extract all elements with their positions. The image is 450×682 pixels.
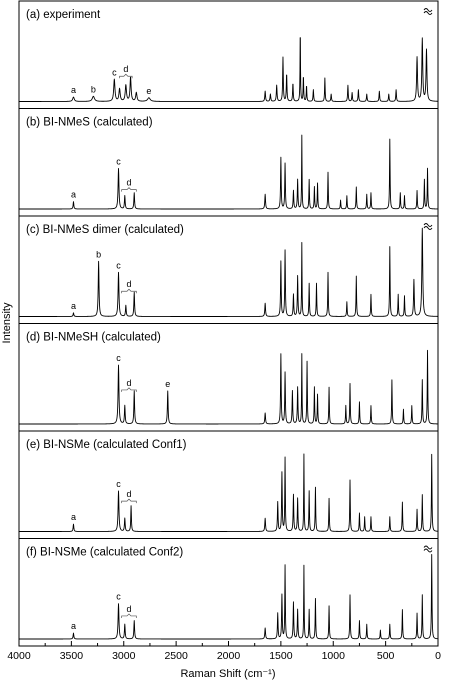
- x-tick-label: 1500: [269, 650, 293, 662]
- x-tick-label: 2500: [164, 650, 188, 662]
- peak-brace: [121, 387, 137, 392]
- peak-label: e: [146, 86, 151, 96]
- axis-break-mark: [423, 545, 433, 550]
- peak-label: a: [71, 85, 76, 95]
- axis-break-mark: [423, 8, 433, 12]
- peak-brace: [121, 498, 137, 504]
- peak-brace: [121, 613, 137, 618]
- peak-label: a: [71, 190, 76, 200]
- x-tick-label: 0: [435, 650, 441, 662]
- panel-title: (e) BI-NSMe (calculated Conf1): [26, 439, 187, 451]
- spectrum-panel: (a) experiment a b c d e: [18, 8, 439, 102]
- axis-break-mark: [423, 226, 433, 230]
- spectrum-panel: (c) BI-NMeS dimer (calculated) a b cd: [18, 215, 439, 317]
- peak-label: d: [123, 64, 128, 74]
- peak-label: d: [126, 604, 131, 614]
- peak-brace: [121, 288, 137, 294]
- x-tick-label: 500: [377, 650, 395, 662]
- spectrum-line: [18, 37, 439, 102]
- x-axis-title: Raman Shift (cm⁻¹): [180, 668, 275, 680]
- x-axis: 4000 3500 3000 2500 2000 1500 1000 500 0: [7, 641, 441, 662]
- spectrum-line: [18, 227, 439, 317]
- x-tick-label: 3000: [112, 650, 136, 662]
- spectrum-panel: (e) BI-NSMe (calculated Conf1) a cd: [18, 430, 439, 532]
- spectrum-panel: (b) BI-NMeS (calculated) a c d: [18, 108, 439, 210]
- y-axis-title: Intensity: [1, 302, 13, 343]
- panel-title: (a) experiment: [26, 9, 101, 21]
- axis-break-mark: [423, 11, 433, 15]
- peak-brace: [119, 73, 133, 79]
- peak-label: e: [165, 379, 170, 389]
- axis-break-mark: [423, 548, 433, 553]
- peak-label: a: [71, 301, 76, 311]
- spectrum-panel: (d) BI-NMeSH (calculated) c d e: [18, 323, 439, 425]
- peak-label: d: [126, 378, 131, 388]
- peak-label: d: [126, 279, 131, 289]
- x-tick-label: 3500: [60, 650, 84, 662]
- panel-title: (b) BI-NMeS (calculated): [26, 117, 153, 129]
- peak-label: a: [71, 512, 76, 522]
- peak-label: a: [71, 621, 76, 631]
- spectrum-panel: (f) BI-NSMe (calculated Conf2) a cd: [18, 538, 439, 640]
- panel-title: (f) BI-NSMe (calculated Conf2): [26, 547, 183, 559]
- x-tick-label: 2000: [217, 650, 241, 662]
- axis-break-mark: [423, 223, 433, 227]
- x-tick-label: 1000: [322, 650, 346, 662]
- panel-title: (c) BI-NMeS dimer (calculated): [26, 224, 184, 236]
- spectrum-line: [18, 453, 439, 532]
- peak-label: c: [116, 260, 121, 270]
- x-tick-label: 4000: [7, 650, 31, 662]
- spectrum-line: [18, 349, 439, 425]
- panel-title: (d) BI-NMeSH (calculated): [26, 332, 161, 344]
- spectrum-line: [18, 134, 439, 210]
- peak-label: c: [112, 67, 117, 77]
- peak-label: b: [91, 84, 96, 94]
- peak-label: d: [126, 178, 131, 188]
- spectrum-line: [18, 553, 439, 640]
- peak-label: c: [116, 353, 121, 363]
- peak-label: c: [116, 592, 121, 602]
- peak-label: c: [116, 157, 121, 167]
- peak-brace: [121, 187, 137, 192]
- peak-label: c: [116, 479, 121, 489]
- peak-label: b: [96, 249, 101, 259]
- peak-label: d: [126, 489, 131, 499]
